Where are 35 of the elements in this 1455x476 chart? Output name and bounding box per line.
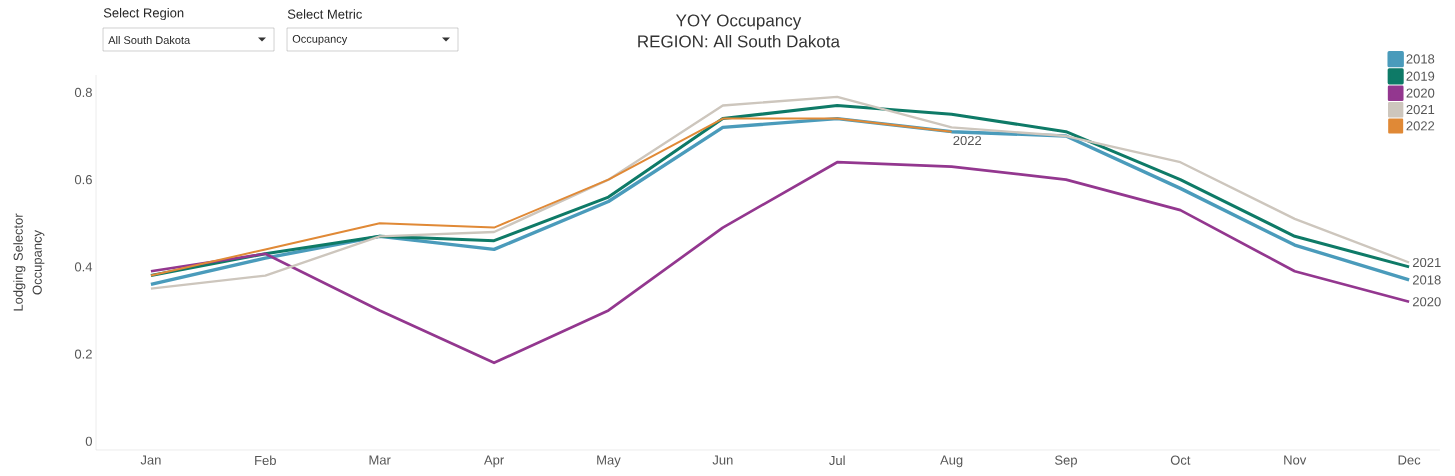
x-tick-label: Jul xyxy=(829,455,845,466)
y-axis-title: Lodging Selector Occupancy xyxy=(13,213,45,311)
y-tick-label: 0 xyxy=(85,436,92,446)
x-tick-label: Nov xyxy=(1284,455,1307,465)
x-tick-label: Oct xyxy=(1170,455,1191,465)
text: Occupancy xyxy=(292,35,348,45)
y-tick-label: 0.6 xyxy=(74,175,92,185)
text: Select Region xyxy=(103,7,184,21)
x-tick-label: Mar xyxy=(369,455,391,465)
legend-label: 2018 xyxy=(1406,54,1435,64)
line-series xyxy=(149,160,1411,365)
annotation: 2021 xyxy=(1412,257,1441,268)
legend-label: 2020 xyxy=(1406,88,1435,98)
x-tick-label: Jun xyxy=(712,455,733,465)
legend-label: 2021 xyxy=(1406,104,1435,115)
annotation: 2022 xyxy=(953,135,982,146)
x-tick-label: Apr xyxy=(483,455,504,468)
chart-title: YOY Occupancy xyxy=(675,14,802,30)
y-tick-label: 0.8 xyxy=(74,87,92,98)
legend-label: 2019 xyxy=(1406,71,1435,81)
y-tick-label: 0.2 xyxy=(74,349,92,359)
line-series xyxy=(149,117,953,277)
annotation: 2020 xyxy=(1412,297,1441,307)
annotation: 2018 xyxy=(1412,275,1441,285)
x-tick-label: Feb xyxy=(255,455,276,466)
text: All South Dakota xyxy=(108,35,191,45)
x-tick-label: Dec xyxy=(1398,455,1421,465)
chart-subtitle: REGION: All South Dakota xyxy=(638,34,840,48)
x-tick-label: Jan xyxy=(140,455,161,465)
x-tick-label: May xyxy=(597,455,621,468)
x-tick-label: Sep xyxy=(1055,455,1077,468)
text: Select Metric xyxy=(287,9,362,19)
legend-label: 2022 xyxy=(1406,121,1435,131)
y-tick-label: 0.4 xyxy=(74,262,93,272)
x-tick-label: Aug xyxy=(940,455,963,468)
